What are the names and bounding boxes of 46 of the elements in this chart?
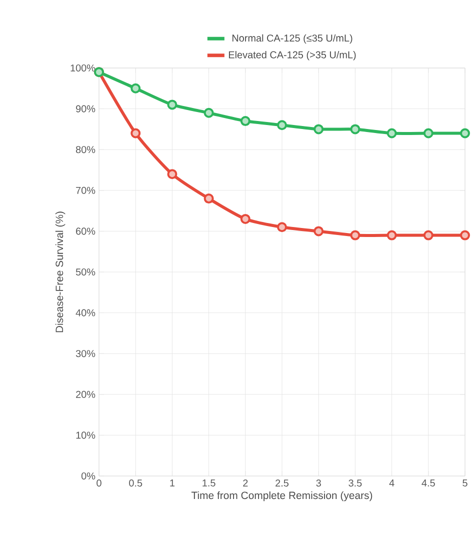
point	[314, 124, 324, 134]
y-tick-label: 50%	[76, 268, 96, 276]
x-tick-label: 4.5	[422, 480, 435, 486]
y-tick-label: 30%	[76, 350, 96, 358]
point	[350, 124, 360, 134]
x-tick-label: 1	[170, 480, 174, 486]
x-tick-label: 2	[243, 480, 248, 486]
y-tick-label: 60%	[76, 228, 96, 235]
point	[277, 120, 287, 130]
y-tick-label: 90%	[76, 105, 96, 112]
point	[130, 128, 141, 138]
point	[204, 108, 214, 118]
point	[423, 230, 434, 240]
y-tick-label: 10%	[76, 432, 96, 439]
legend-label: Elevated CA-125 (>35 U/mL)	[228, 51, 356, 60]
y-tick-label: 70%	[76, 186, 96, 194]
y-tick-label: 0%	[81, 472, 96, 480]
point	[350, 230, 360, 240]
x-tick-label: 0.5	[129, 480, 142, 487]
y-tick-label: 80%	[76, 146, 96, 154]
point	[167, 169, 178, 180]
x-tick-label: 4	[389, 480, 394, 486]
point	[460, 128, 470, 138]
point	[130, 83, 141, 94]
point	[423, 128, 434, 138]
legend-label: Normal CA-125 (≤35 U/mL)	[232, 34, 352, 44]
x-tick-label: 3	[316, 480, 321, 487]
x-tick-label: 1.5	[202, 480, 216, 486]
point	[240, 116, 250, 126]
point	[314, 226, 324, 236]
point	[240, 214, 250, 224]
y-tick-label: 40%	[76, 309, 96, 316]
point	[204, 194, 214, 204]
x-axis-title: Time from Complete Remission (years)	[191, 491, 372, 502]
point	[277, 222, 287, 232]
x-tick-label: 0	[96, 480, 102, 487]
point	[167, 100, 178, 110]
x-tick-label: 2.5	[276, 480, 289, 487]
point	[460, 230, 470, 240]
y-tick-label: 20%	[76, 390, 96, 398]
point	[386, 128, 397, 138]
point	[386, 230, 397, 240]
x-tick-label: 5	[462, 480, 468, 486]
y-axis-title: Disease-Free Survival (%)	[55, 212, 66, 332]
y-tick-label: 100%	[70, 64, 96, 72]
x-tick-label: 3.5	[348, 480, 362, 487]
